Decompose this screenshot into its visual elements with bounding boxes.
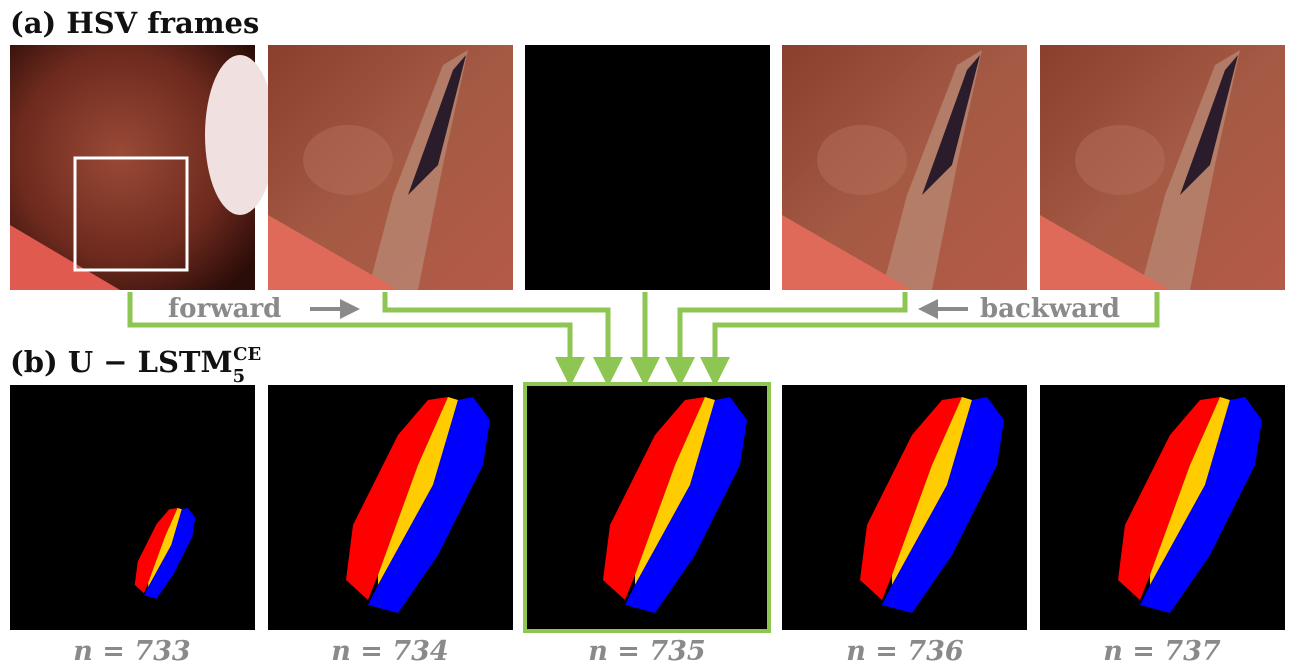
forward-label: forward xyxy=(168,294,281,324)
seg-frame xyxy=(1040,385,1285,630)
frame-label: n = 733 xyxy=(73,636,190,664)
seg-frame xyxy=(268,385,513,630)
segmentations xyxy=(10,384,1285,631)
hsv-frames xyxy=(10,45,1285,290)
panel-b-sup: CE xyxy=(233,344,261,365)
seg-frame xyxy=(525,385,770,630)
panel-a-title: (a) HSV frames xyxy=(10,6,259,40)
frame-label: n = 736 xyxy=(846,636,964,664)
zoom-frame xyxy=(1040,45,1285,290)
full-frame xyxy=(10,45,275,290)
seg-frame xyxy=(782,385,1027,630)
figure: (a) HSV frames forward backward (b) U − … xyxy=(0,0,1290,664)
frame-labels: n = 733 n = 734 n = 735 n = 736 n = 737 xyxy=(73,636,1221,664)
frame-label: n = 734 xyxy=(331,636,448,664)
zoom-frame xyxy=(782,45,1027,290)
panel-b-title: (b) U − LSTM5CE xyxy=(10,344,261,387)
missing-frame xyxy=(525,45,770,290)
frame-label: n = 735 xyxy=(588,636,705,664)
seg-frame xyxy=(10,385,255,630)
panel-b-title-main: (b) U − LSTM xyxy=(10,345,233,379)
backward-label: backward xyxy=(980,294,1120,324)
panel-b-sub: 5 xyxy=(233,366,246,387)
frame-label: n = 737 xyxy=(1103,636,1221,664)
zoom-frame xyxy=(268,45,513,290)
